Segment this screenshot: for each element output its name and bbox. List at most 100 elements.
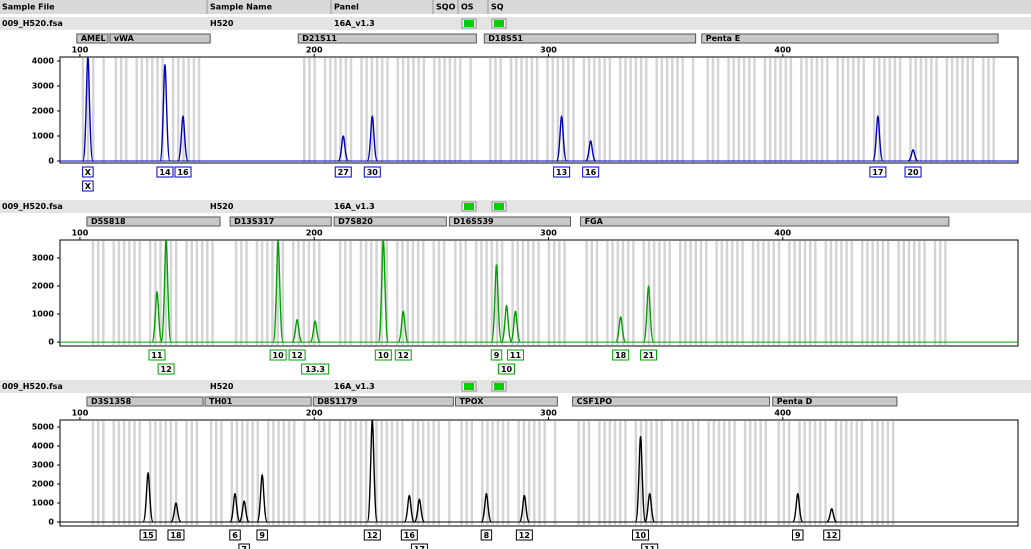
locus-name: D5S818 [91,217,126,226]
allele-label: 16 [177,168,189,177]
column-header: OS [461,3,474,12]
x-tick-label: 200 [306,409,323,418]
allele-label: 10 [501,365,513,374]
peak [272,240,284,343]
peak [397,310,409,343]
allele-label: 8 [484,531,490,540]
x-tick-label: 300 [540,229,557,238]
locus-bar [229,216,332,227]
y-tick-label: 0 [48,338,54,347]
sample-row [0,17,1031,30]
sample-name: H520 [210,202,234,211]
allele-label: 18 [170,531,182,540]
y-tick-label: 4000 [32,442,55,451]
locus-name: D13S317 [234,217,274,226]
peak [872,115,884,162]
allele-box [301,363,330,375]
allele-box [174,166,192,178]
locus-name: D21S11 [302,34,337,43]
locus-bar [297,33,477,44]
x-tick-label: 300 [540,46,557,55]
y-tick-label: 3000 [32,461,55,470]
allele-box [256,529,268,541]
allele-label: 12 [398,351,409,360]
y-tick-label: 3000 [32,253,55,262]
peak [826,508,838,523]
allele-box [823,529,841,541]
locus-name: CSF1PO [577,397,613,406]
sample-file: 009_H520.fsa [2,202,63,211]
locus-bar [109,33,211,44]
allele-box [82,166,94,178]
y-tick-label: 2000 [32,480,55,489]
status-ok [464,203,474,210]
allele-label: 16 [585,168,597,177]
y-tick-label: 0 [48,518,54,527]
column-header: SQ [491,3,504,12]
y-tick-label: 1000 [32,132,55,141]
allele-box [363,529,381,541]
y-tick-label: 3000 [32,82,55,91]
locus-name: D16S539 [453,217,494,226]
peak [170,502,182,523]
status-ok [464,20,474,27]
peak [159,64,171,162]
allele-label: X [85,168,92,177]
allele-box [904,166,922,178]
allele-label: 16 [404,531,416,540]
locus-name: AMEL [81,34,106,43]
column-header: Sample Name [210,3,273,12]
sample-file: 009_H520.fsa [2,382,63,391]
locus-bar [76,33,109,44]
allele-label: 12 [292,351,303,360]
peak [907,149,919,162]
allele-box [515,529,533,541]
allele-label: 10 [378,351,390,360]
locus-bar [204,396,312,407]
peak [256,473,268,523]
locus-bar [454,396,558,407]
y-tick-label: 1000 [32,310,55,319]
x-tick-label: 100 [72,46,89,55]
peak [614,316,627,343]
allele-box [148,349,166,361]
allele-box [582,166,600,178]
locus-name: TH01 [209,397,233,406]
allele-box [238,543,250,549]
peak [229,492,241,523]
locus-name: FGA [585,217,604,226]
y-tick-label: 2000 [32,281,55,290]
x-tick-label: 200 [306,229,323,238]
peak [584,140,597,162]
locus-bar [86,396,204,407]
peak [291,318,303,343]
allele-label: 17 [414,545,425,549]
allele-box [156,166,174,178]
peak [160,240,172,343]
allele-label: 18 [615,351,627,360]
allele-box [410,543,428,549]
panel-name: 16A_v1.3 [334,202,375,211]
allele-box [640,349,658,361]
allele-label: 12 [826,531,837,540]
allele-label: X [85,182,92,191]
header-bar [0,0,1031,14]
allele-box [82,180,94,192]
peak [413,498,426,523]
allele-box [480,529,493,541]
peak [82,57,94,162]
allele-label: 21 [643,351,655,360]
locus-name: D18S51 [488,34,523,43]
allele-label: 20 [907,168,919,177]
allele-box [400,529,418,541]
peak [337,135,349,162]
locus-bar [333,216,447,227]
status-ok [494,383,504,390]
status-ok [494,20,504,27]
panel-name: 16A_v1.3 [334,382,375,391]
allele-label: 13.3 [305,365,325,374]
x-tick-label: 100 [72,409,89,418]
peak [403,494,416,523]
allele-label: 10 [273,351,285,360]
allele-label: 14 [159,168,171,177]
